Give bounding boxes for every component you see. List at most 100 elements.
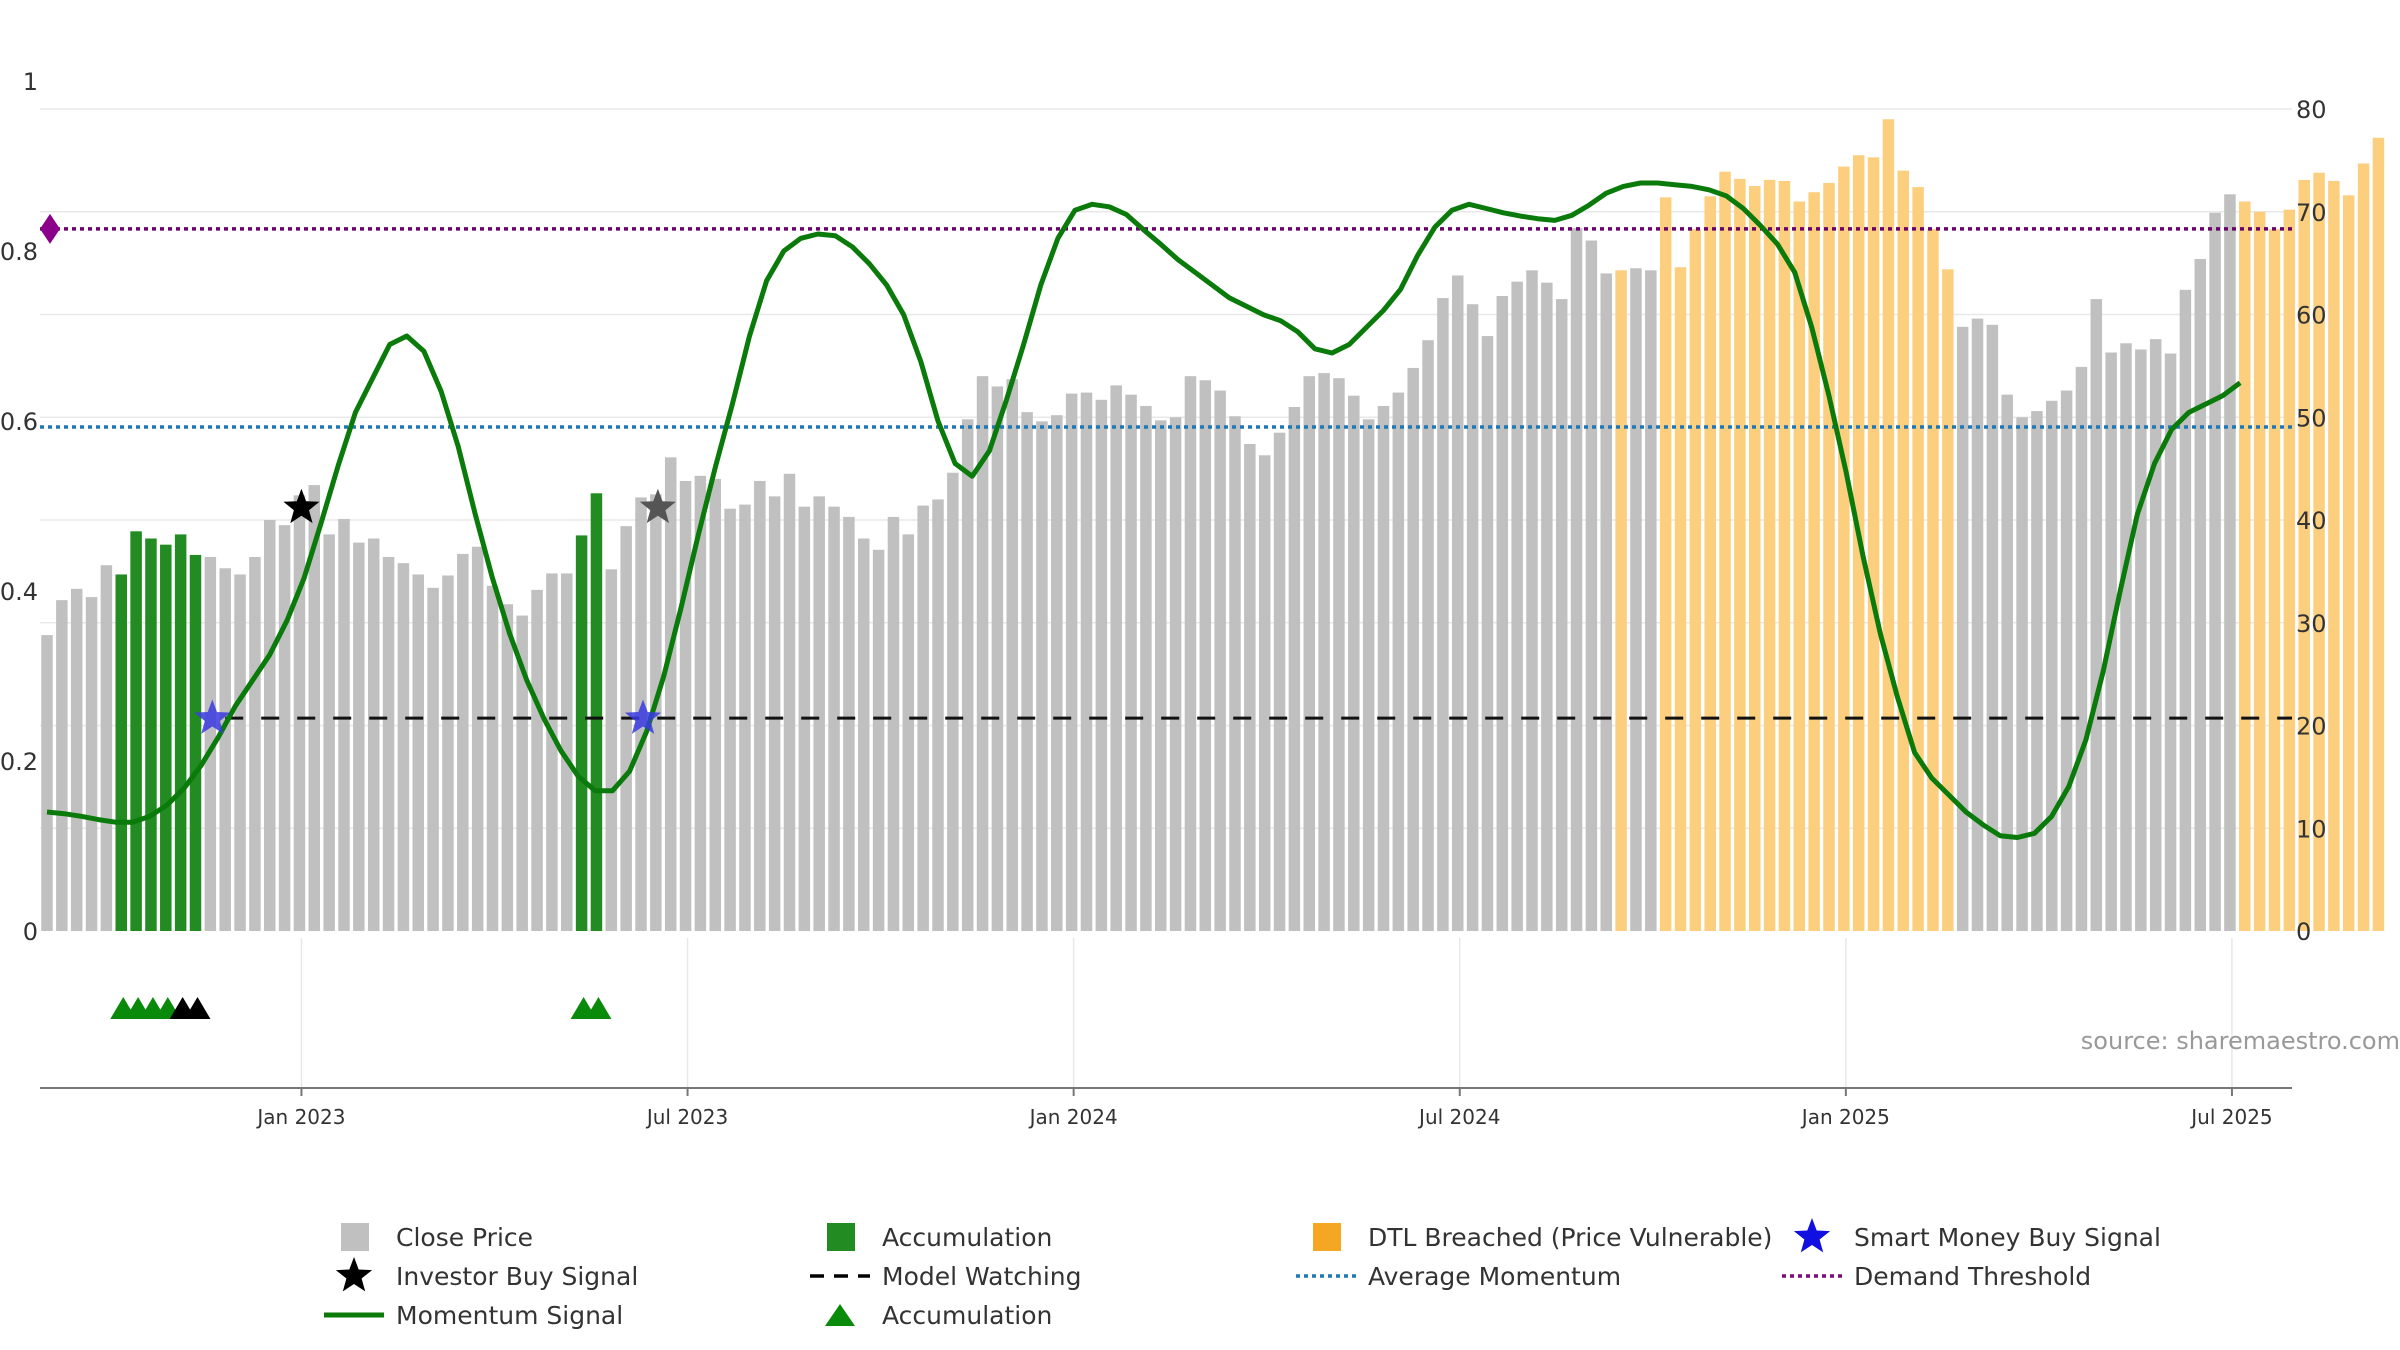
legend-triangle-icon bbox=[825, 1304, 855, 1326]
bar bbox=[1452, 275, 1464, 932]
bar bbox=[1763, 179, 1776, 931]
right-tick-label: 70 bbox=[2296, 199, 2327, 227]
legend-item: Momentum Signal bbox=[324, 1301, 623, 1330]
bar bbox=[724, 508, 736, 931]
bar bbox=[783, 473, 796, 931]
bar bbox=[887, 516, 900, 931]
bar bbox=[976, 376, 989, 931]
bar bbox=[1674, 267, 1687, 931]
bar bbox=[1600, 273, 1612, 931]
bar bbox=[1407, 367, 1419, 931]
bar bbox=[575, 535, 588, 931]
bar bbox=[1392, 392, 1405, 932]
bar bbox=[1496, 296, 1509, 931]
bar bbox=[1051, 415, 1063, 931]
legend-label: Investor Buy Signal bbox=[396, 1262, 638, 1291]
bar bbox=[961, 419, 974, 931]
bar bbox=[486, 585, 499, 931]
bar bbox=[323, 534, 335, 931]
bar bbox=[115, 574, 127, 931]
right-tick-label: 40 bbox=[2296, 507, 2327, 535]
bar bbox=[367, 538, 380, 931]
bar bbox=[2357, 163, 2370, 931]
bar bbox=[1526, 270, 1538, 931]
bar bbox=[501, 604, 514, 931]
bar bbox=[1645, 270, 1657, 931]
legend-label: Momentum Signal bbox=[396, 1301, 623, 1330]
bar bbox=[2001, 394, 2013, 931]
investor-buy-star bbox=[283, 488, 320, 524]
right-tick-label: 20 bbox=[2296, 713, 2327, 741]
legend-label: DTL Breached (Price Vulnerable) bbox=[1368, 1223, 1772, 1252]
bar bbox=[70, 588, 83, 931]
legend-star-icon bbox=[1793, 1218, 1831, 1253]
bar bbox=[1778, 180, 1791, 932]
bar bbox=[1808, 192, 1820, 932]
bar bbox=[1036, 421, 1048, 931]
bar bbox=[828, 506, 840, 931]
bar bbox=[1927, 229, 1939, 931]
bar bbox=[1704, 196, 1716, 931]
bar bbox=[1348, 395, 1360, 931]
bar bbox=[2298, 179, 2310, 931]
left-tick-label: 0.8 bbox=[0, 238, 38, 266]
legend-label: Average Momentum bbox=[1368, 1262, 1621, 1291]
bar bbox=[471, 546, 484, 931]
bar bbox=[234, 574, 246, 931]
bar bbox=[1689, 229, 1702, 931]
bar bbox=[412, 574, 424, 931]
legend-swatch bbox=[341, 1223, 369, 1251]
legend-item: Smart Money Buy Signal bbox=[1793, 1218, 2161, 1253]
legend-label: Smart Money Buy Signal bbox=[1854, 1223, 2161, 1252]
left-tick-label: 0.6 bbox=[0, 408, 38, 436]
bar bbox=[1466, 304, 1479, 932]
bar bbox=[1956, 326, 1969, 932]
bar bbox=[1511, 281, 1523, 931]
left-tick-label: 0.4 bbox=[0, 578, 38, 606]
legend-item: Close Price bbox=[341, 1223, 533, 1252]
bar-series bbox=[41, 119, 2385, 932]
bar bbox=[1155, 420, 1167, 931]
bar bbox=[2060, 390, 2073, 931]
right-axis: 0 10 20 30 40 50 60 70 80 bbox=[2296, 96, 2327, 946]
bar bbox=[189, 554, 202, 931]
legend-label: Demand Threshold bbox=[1854, 1262, 2091, 1291]
bar bbox=[1021, 412, 1033, 931]
x-tick-label: Jan 2024 bbox=[1028, 1105, 1118, 1129]
bar bbox=[382, 556, 395, 931]
bar bbox=[1719, 171, 1731, 932]
bar bbox=[1258, 455, 1271, 931]
bar bbox=[1273, 432, 1286, 931]
demand-threshold-marker bbox=[40, 213, 60, 244]
bar bbox=[1199, 380, 1212, 931]
bar bbox=[1971, 318, 1984, 931]
bar bbox=[2046, 400, 2058, 931]
bar bbox=[2075, 366, 2088, 932]
legend-label: Accumulation bbox=[882, 1301, 1052, 1330]
bar bbox=[204, 556, 217, 931]
source-label: source: sharemaestro.com bbox=[2081, 1027, 2400, 1055]
bar bbox=[561, 573, 573, 931]
bar bbox=[620, 526, 632, 931]
bar bbox=[293, 495, 306, 931]
right-tick-label: 60 bbox=[2296, 302, 2327, 330]
legend-item: Accumulation bbox=[827, 1223, 1052, 1252]
bar bbox=[1080, 392, 1093, 932]
bar bbox=[442, 575, 454, 931]
x-axis: Jan 2023 Jul 2023 Jan 2024 Jul 2024 Jan 2025… bbox=[40, 1087, 2292, 1129]
legend-item: Average Momentum bbox=[1296, 1262, 1621, 1291]
bar bbox=[1882, 119, 1895, 931]
legend-item: DTL Breached (Price Vulnerable) bbox=[1313, 1223, 1772, 1252]
legend-swatch bbox=[1313, 1223, 1341, 1251]
right-tick-label: 0 bbox=[2296, 918, 2311, 946]
bar bbox=[2372, 137, 2385, 931]
legend-label: Close Price bbox=[396, 1223, 533, 1252]
bar bbox=[2209, 212, 2221, 932]
bar bbox=[2194, 259, 2206, 931]
bar bbox=[1897, 170, 1909, 931]
bar bbox=[1184, 376, 1197, 931]
x-tick-label: Jul 2024 bbox=[1417, 1105, 1500, 1129]
bar bbox=[2164, 353, 2177, 931]
bar bbox=[768, 496, 781, 931]
bar bbox=[130, 531, 142, 931]
